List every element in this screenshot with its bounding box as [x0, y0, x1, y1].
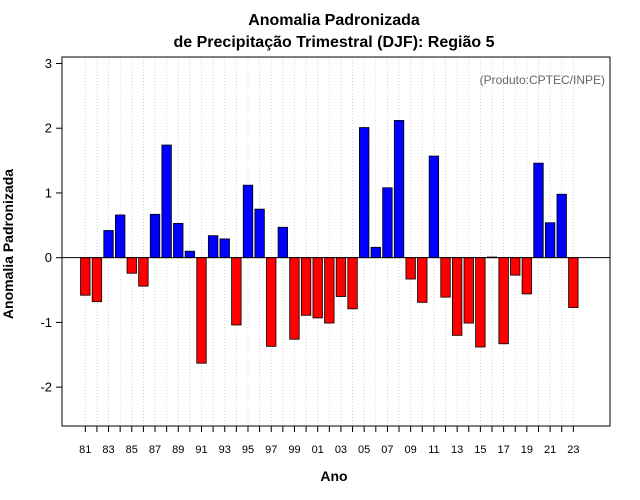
bar-84 [115, 214, 126, 259]
x-tick-label: 13 [451, 444, 463, 456]
bar-23 [568, 257, 579, 308]
x-tick-label: 87 [149, 444, 161, 456]
bar-01 [312, 257, 323, 319]
bar-07 [382, 187, 393, 259]
bar-05 [359, 127, 370, 259]
chart-title-line-1: Anomalia Padronizada [248, 12, 420, 29]
bar-82 [91, 257, 103, 303]
x-tick-label: 03 [335, 444, 347, 456]
bar-85 [126, 257, 137, 274]
bar-95 [242, 184, 254, 259]
bar-90 [184, 250, 196, 259]
x-tick-label: 09 [405, 444, 417, 456]
bar-08 [393, 120, 405, 259]
bar-15 [475, 257, 486, 348]
bar-22 [556, 193, 567, 259]
y-axis: -2 -1 0 1 2 3 [40, 56, 62, 395]
x-tick-label: 83 [102, 444, 114, 456]
bar-18 [510, 257, 521, 276]
bar-10 [417, 257, 428, 303]
x-tick-label: 17 [497, 444, 509, 456]
bar-99 [289, 257, 300, 340]
bar-17 [498, 257, 509, 345]
x-tick-label: 93 [219, 444, 231, 456]
y-tick-label: 2 [45, 121, 52, 136]
y-tick-label: 3 [45, 56, 52, 71]
x-tick-label: 01 [312, 444, 324, 456]
bar-86 [138, 257, 149, 287]
x-axis-label: Ano [320, 468, 347, 484]
bar-97 [266, 257, 277, 347]
bar-13 [451, 257, 463, 336]
y-tick-label: 1 [45, 185, 52, 200]
bar-14 [463, 257, 474, 324]
x-tick-label: 81 [79, 444, 91, 456]
bar-04 [347, 257, 358, 310]
bar-11 [428, 155, 440, 259]
x-tick-label: 21 [544, 444, 556, 456]
x-tick-label: 07 [381, 444, 393, 456]
bar-21 [544, 222, 556, 259]
x-tick-label: 89 [172, 444, 184, 456]
bar-20 [533, 162, 544, 259]
bar-96 [254, 208, 265, 259]
bar-09 [405, 257, 416, 280]
bar-81 [80, 257, 91, 296]
x-tick-label: 19 [521, 444, 533, 456]
x-tick-label: 95 [242, 444, 254, 456]
bar-92 [207, 235, 219, 259]
y-tick-label: -2 [40, 380, 52, 395]
plot-frame [61, 56, 611, 427]
x-tick-label: 05 [358, 444, 370, 456]
bar-03 [335, 257, 347, 297]
y-axis-label: Anomalia Padronizada [0, 169, 16, 319]
bar-91 [196, 257, 207, 364]
x-tick-label: 91 [195, 444, 207, 456]
bar-19 [521, 257, 533, 295]
bar-87 [149, 213, 161, 259]
bar-12 [440, 257, 451, 298]
bar-88 [161, 144, 172, 259]
source-annotation: (Produto:CPTEC/INPE) [480, 73, 605, 87]
x-tick-label: 97 [265, 444, 277, 456]
x-tick-label: 85 [126, 444, 138, 456]
bar-93 [219, 238, 230, 259]
y-tick-label: -1 [40, 315, 52, 330]
bar-83 [103, 230, 114, 259]
bar-98 [277, 226, 288, 259]
x-tick-label: 99 [288, 444, 300, 456]
bar-94 [231, 257, 242, 326]
chart-title-line-2: de Precipitação Trimestral (DJF): Região… [174, 34, 495, 51]
x-tick-label: 15 [474, 444, 486, 456]
bar-02 [324, 257, 335, 324]
x-tick-label: 23 [567, 444, 579, 456]
y-tick-label: 0 [45, 250, 52, 265]
bar-89 [173, 222, 184, 259]
bar-00 [300, 257, 312, 316]
x-tick-label: 11 [428, 444, 439, 456]
x-axis: 81 83 85 87 89 91 93 95 97 99 01 03 05 07 09 11 13 15 17 19… [79, 426, 579, 456]
bar-06 [370, 246, 381, 259]
